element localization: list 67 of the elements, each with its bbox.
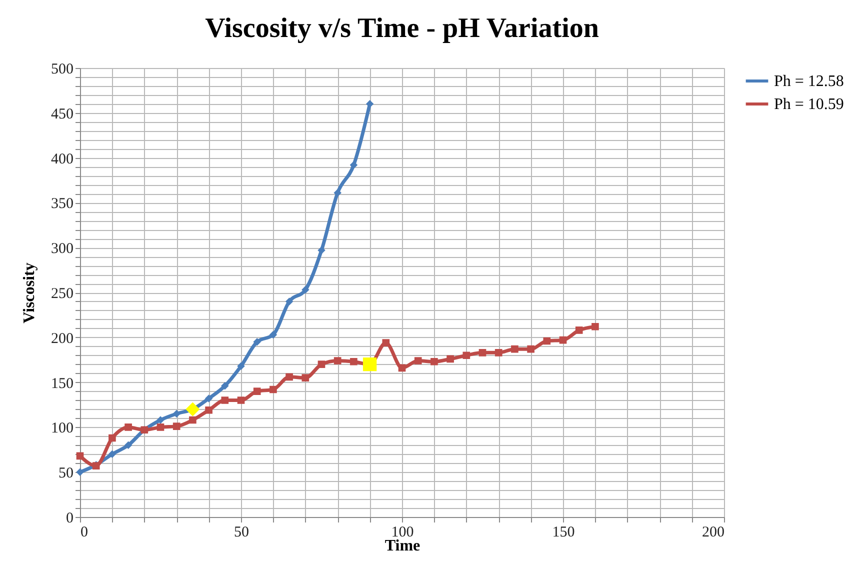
y-tick-label: 300 bbox=[51, 241, 74, 258]
x-tick-label: 200 bbox=[702, 524, 724, 540]
legend-label: Ph = 10.59 bbox=[774, 96, 844, 113]
point bbox=[559, 336, 567, 344]
x-tick-label: 100 bbox=[391, 524, 414, 540]
point bbox=[318, 246, 326, 254]
point bbox=[366, 100, 374, 108]
y-tick-label: 350 bbox=[51, 196, 74, 212]
point bbox=[318, 360, 326, 368]
point bbox=[270, 331, 277, 338]
x-axis-title: Time bbox=[384, 538, 420, 554]
point bbox=[270, 386, 277, 394]
point bbox=[253, 338, 261, 346]
point bbox=[302, 286, 310, 294]
y-tick-label: 200 bbox=[51, 330, 74, 347]
y-tick-label: 250 bbox=[51, 286, 74, 302]
y-tick-label: 50 bbox=[58, 466, 74, 482]
point bbox=[108, 450, 116, 458]
point bbox=[398, 364, 406, 372]
point bbox=[205, 394, 212, 402]
point bbox=[237, 396, 245, 404]
point bbox=[446, 355, 454, 363]
point bbox=[124, 442, 132, 449]
point bbox=[189, 416, 196, 424]
point bbox=[575, 326, 583, 334]
point bbox=[76, 452, 84, 460]
point bbox=[478, 349, 486, 356]
point bbox=[253, 388, 261, 395]
point bbox=[430, 358, 438, 366]
point bbox=[350, 358, 358, 366]
point bbox=[350, 161, 358, 169]
y-tick-label: 100 bbox=[51, 420, 74, 437]
point bbox=[221, 396, 229, 404]
point bbox=[221, 382, 229, 390]
point bbox=[511, 345, 518, 353]
y-tick-label: 400 bbox=[51, 151, 74, 168]
point bbox=[172, 422, 180, 430]
y-axis-title: Viscosity bbox=[21, 262, 38, 324]
point bbox=[205, 406, 212, 414]
point bbox=[108, 434, 116, 442]
y-tick-label: 450 bbox=[51, 106, 74, 122]
point bbox=[382, 339, 390, 346]
point bbox=[76, 468, 84, 476]
legend-label: Ph = 12.58 bbox=[774, 73, 844, 90]
point bbox=[156, 424, 164, 431]
point bbox=[414, 357, 422, 364]
point bbox=[237, 362, 245, 370]
y-tick-label: 0 bbox=[66, 510, 74, 526]
chart-title: Viscosity v/s Time - pH Variation bbox=[205, 13, 600, 44]
point bbox=[124, 424, 132, 431]
y-tick-label: 150 bbox=[51, 376, 74, 392]
x-tick-label: 50 bbox=[234, 524, 249, 540]
point bbox=[527, 345, 534, 353]
point bbox=[286, 298, 293, 306]
x-tick-label: 150 bbox=[552, 524, 575, 540]
point bbox=[286, 373, 293, 381]
point bbox=[494, 349, 502, 356]
point bbox=[172, 410, 180, 418]
point bbox=[334, 357, 342, 364]
point bbox=[543, 337, 551, 345]
x-tick-label: 0 bbox=[80, 524, 88, 540]
point bbox=[156, 416, 164, 424]
y-tick-label: 500 bbox=[51, 62, 74, 78]
point bbox=[334, 189, 342, 196]
point bbox=[462, 352, 470, 360]
point bbox=[302, 374, 310, 382]
point bbox=[592, 322, 599, 330]
